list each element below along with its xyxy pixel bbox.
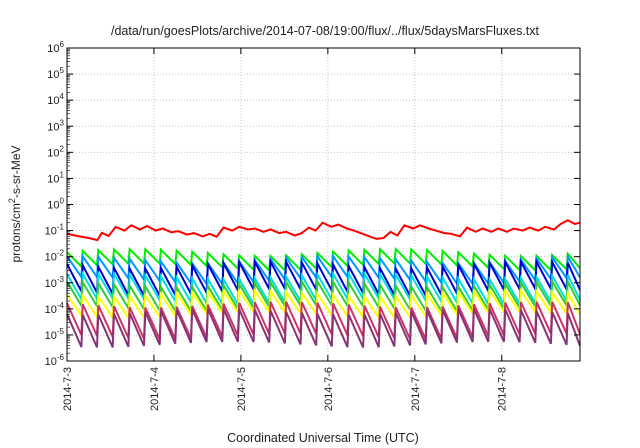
grid — [67, 48, 580, 361]
y-tick-label: 100 — [47, 197, 64, 212]
x-tick-label: 2014-7-6 — [323, 367, 335, 411]
series-line-8 — [66, 301, 581, 340]
y-tick-label: 10-3 — [45, 275, 65, 290]
y-tick-label: 102 — [47, 144, 64, 159]
y-axis-label: protons/cm2-s-sr-MeV — [7, 145, 23, 262]
x-axis-label: Coordinated Universal Time (UTC) — [227, 431, 419, 445]
y-tick-label: 10-2 — [45, 249, 65, 264]
x-tick-label: 2014-7-7 — [410, 367, 422, 411]
y-ticks: 10-6 10-5 10-4 10-3 10-2 10-1 100 101 102 103 104 1… — [45, 40, 580, 368]
y-tick-label: 104 — [47, 92, 64, 107]
series-line-4 — [66, 257, 581, 300]
plot-frame — [66, 47, 581, 362]
y-tick-label: 103 — [47, 118, 64, 133]
series-line-6 — [66, 277, 581, 315]
series-line-1 — [66, 219, 581, 242]
y-tick-label: 105 — [47, 66, 64, 81]
series-line-2 — [66, 246, 581, 273]
x-tick-label: 2014-7-3 — [62, 367, 74, 411]
y-tick-label: 10-6 — [45, 353, 65, 368]
y-tick-label: 10-4 — [45, 301, 65, 316]
y-tick-label: 10-5 — [45, 327, 65, 342]
y-label-part-2: -s-sr-MeV — [9, 145, 23, 198]
x-tick-label: 2014-7-5 — [236, 367, 248, 411]
y-tick-label: 10-1 — [45, 223, 65, 238]
y-tick-label: 101 — [47, 170, 64, 185]
series-line-5 — [66, 270, 581, 308]
x-ticks: 2014-7-3 2014-7-4 2014-7-5 2014-7-6 2014-7-7… — [62, 48, 509, 411]
y-label-superscript: 2 — [7, 198, 17, 203]
y-label-part-1: protons/cm — [9, 203, 23, 262]
y-tick-label: 106 — [47, 40, 64, 55]
chart-title: /data/run/goesPlots/archive/2014-07-08/1… — [111, 24, 540, 38]
x-tick-label: 2014-7-4 — [149, 367, 161, 411]
series-line-7 — [66, 287, 581, 321]
series-layer — [66, 219, 581, 348]
series-line-9 — [66, 308, 581, 348]
x-tick-label: 2014-7-8 — [497, 367, 509, 411]
